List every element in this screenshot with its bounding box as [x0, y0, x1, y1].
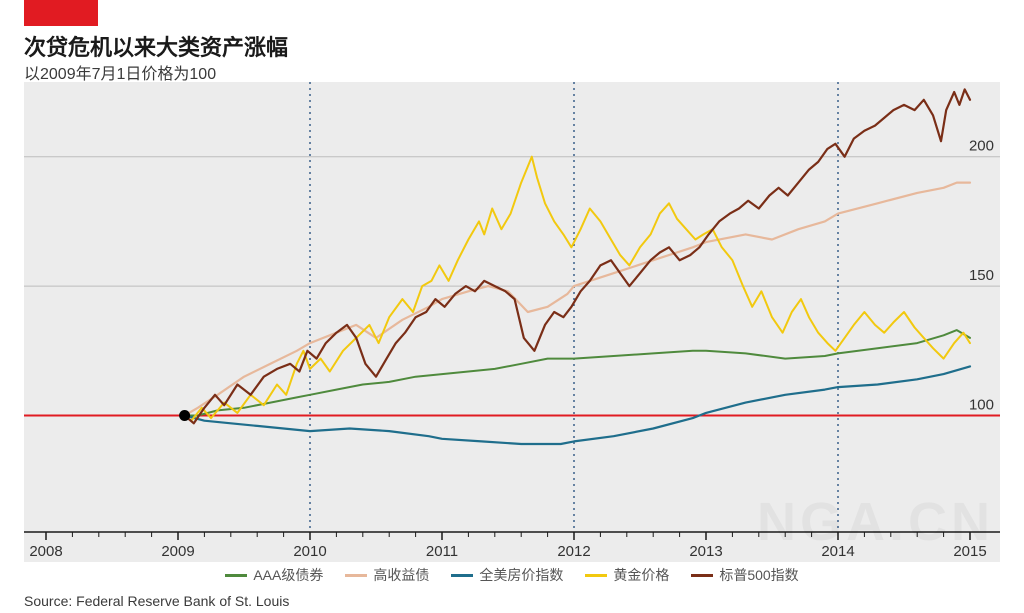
- legend-label: AAA级债券: [253, 565, 323, 585]
- legend-item-sp500: 标普500指数: [691, 565, 798, 585]
- legend-item-gold: 黄金价格: [585, 565, 669, 585]
- asset-returns-chart: 100 150 200 2008 2009 2010 2011 2012 2013 2014 201…: [24, 82, 1000, 562]
- series-sp500: [185, 89, 970, 423]
- series-housing: [185, 366, 970, 444]
- x-tick-label: 2012: [557, 543, 590, 560]
- accent-block: [24, 0, 98, 26]
- legend-label: 全美房价指数: [479, 565, 563, 585]
- legend-label: 黄金价格: [613, 565, 669, 585]
- chart-legend: AAA级债券 高收益债 全美房价指数 黄金价格 标普500指数: [0, 565, 1024, 585]
- start-marker: [179, 410, 190, 421]
- legend-swatch: [345, 574, 367, 577]
- x-tick-label: 2014: [821, 543, 854, 560]
- series-gold: [185, 157, 970, 421]
- x-tick-label: 2013: [689, 543, 722, 560]
- x-tick-label: 2009: [161, 543, 194, 560]
- y-tick-label: 150: [969, 267, 994, 284]
- x-tick-label: 2015: [953, 543, 986, 560]
- legend-swatch: [585, 574, 607, 577]
- legend-item-aaa_bonds: AAA级债券: [225, 565, 323, 585]
- chart-title: 次贷危机以来大类资产涨幅: [24, 30, 288, 62]
- y-tick-label: 200: [969, 138, 994, 155]
- legend-label: 高收益债: [373, 565, 429, 585]
- x-tick-label: 2010: [293, 543, 326, 560]
- x-tick-label: 2011: [426, 543, 458, 560]
- y-tick-label: 100: [969, 397, 994, 414]
- legend-swatch: [225, 574, 247, 577]
- legend-label: 标普500指数: [719, 565, 798, 585]
- legend-swatch: [691, 574, 713, 577]
- series-high_yield: [185, 183, 970, 416]
- chart-subtitle: 以2009年7月1日价格为100: [24, 60, 216, 84]
- legend-item-housing: 全美房价指数: [451, 565, 563, 585]
- legend-swatch: [451, 574, 473, 577]
- legend-item-high_yield: 高收益债: [345, 565, 429, 585]
- source-attribution: Source: Federal Reserve Bank of St. Loui…: [24, 593, 289, 609]
- x-tick-label: 2008: [29, 543, 62, 560]
- series-aaa_bonds: [185, 330, 970, 415]
